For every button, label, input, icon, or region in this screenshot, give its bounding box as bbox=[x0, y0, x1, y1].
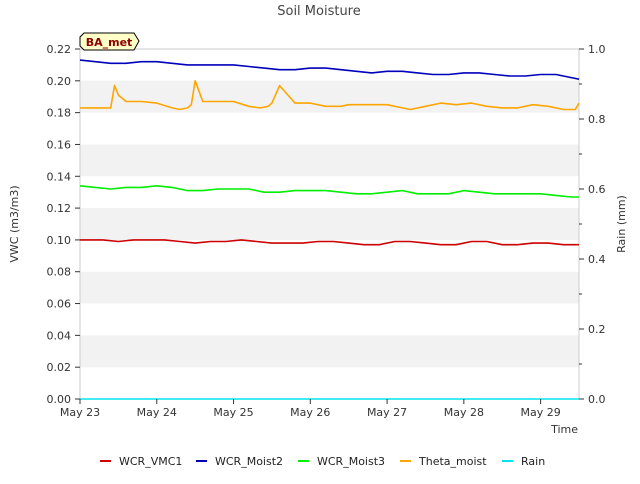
site-label-badge: BA_met bbox=[79, 32, 140, 51]
y-tick-label: 0.16 bbox=[47, 138, 72, 151]
y-tick-label: 0.22 bbox=[47, 43, 72, 56]
y-right-tick-label: 0.4 bbox=[588, 253, 606, 266]
legend-label: WCR_Moist3 bbox=[317, 455, 385, 468]
legend-label: WCR_Moist2 bbox=[215, 455, 283, 468]
grid-band bbox=[80, 208, 579, 240]
x-tick-label: May 29 bbox=[520, 406, 560, 419]
y-tick-label: 0.18 bbox=[47, 107, 72, 120]
y-tick-label: 0.00 bbox=[47, 393, 72, 406]
legend-label: Theta_moist bbox=[418, 455, 487, 468]
y-tick-label: 0.12 bbox=[47, 202, 72, 215]
y-tick-label: 0.06 bbox=[47, 298, 72, 311]
y-right-tick-label: 0.2 bbox=[588, 323, 606, 336]
y-axis-label-left: VWC (m3/m3) bbox=[8, 185, 21, 262]
y-tick-label: 0.08 bbox=[47, 266, 72, 279]
x-tick-label: May 28 bbox=[444, 406, 484, 419]
chart-title: Soil Moisture bbox=[277, 4, 361, 19]
y-tick-label: 0.20 bbox=[47, 75, 72, 88]
y-right-tick-label: 0.6 bbox=[588, 183, 606, 196]
y-tick-label: 0.14 bbox=[47, 170, 72, 183]
x-tick-label: May 27 bbox=[367, 406, 407, 419]
grid-band bbox=[80, 271, 579, 304]
x-axis-label: Time bbox=[550, 423, 578, 436]
grid-band bbox=[80, 335, 579, 368]
series-line-wcr-vmc1 bbox=[80, 239, 579, 246]
y-right-tick-label: 1.0 bbox=[588, 43, 606, 56]
y-tick-label: 0.02 bbox=[47, 361, 72, 374]
site-label-text: BA_met bbox=[86, 36, 133, 49]
legend-label: Rain bbox=[521, 455, 545, 468]
y-axis-label-right: Rain (mm) bbox=[615, 195, 628, 253]
y-tick-label: 0.04 bbox=[47, 329, 72, 342]
y-right-tick-label: 0.0 bbox=[588, 393, 606, 406]
series-line-wcr-moist3 bbox=[79, 185, 579, 198]
x-tick-label: May 23 bbox=[60, 406, 100, 419]
x-tick-label: May 25 bbox=[213, 406, 253, 419]
legend-label: WCR_VMC1 bbox=[119, 455, 182, 468]
x-tick-label: May 26 bbox=[290, 406, 330, 419]
series-line-theta-moist bbox=[80, 80, 580, 111]
grid-band bbox=[80, 144, 579, 177]
y-tick-label: 0.10 bbox=[47, 234, 72, 247]
series-line-wcr-moist2 bbox=[79, 59, 580, 80]
y-right-tick-label: 0.8 bbox=[588, 113, 606, 126]
x-tick-label: May 24 bbox=[137, 406, 177, 419]
